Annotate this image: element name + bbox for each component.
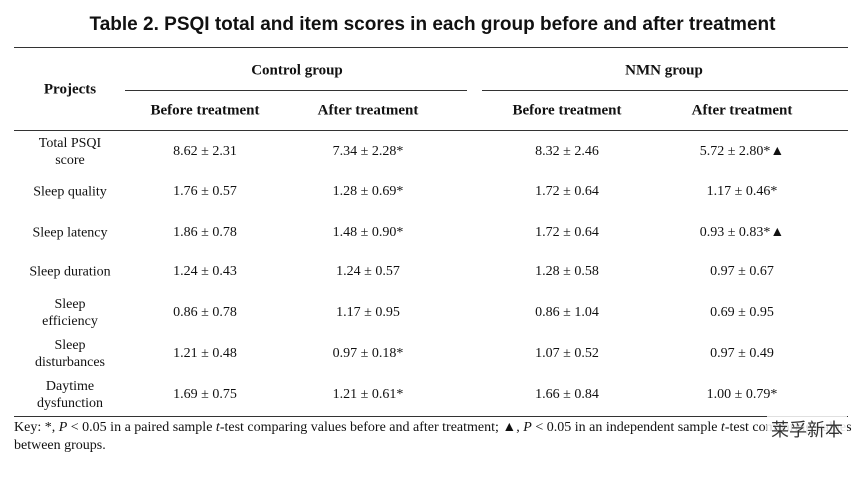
- row-label: Sleep latency: [32, 225, 108, 241]
- table-cell: 1.76 ± 0.57: [173, 184, 237, 199]
- row-label: Sleep efficiency: [42, 297, 98, 329]
- header-rule: [14, 130, 848, 131]
- bottom-rule: [14, 416, 848, 417]
- table-cell: 1.21 ± 0.61*: [332, 387, 404, 402]
- table-cell: 0.86 ± 1.04: [535, 305, 599, 320]
- table-cell: 0.86 ± 0.78: [173, 305, 237, 320]
- table-cell: 1.66 ± 0.84: [535, 387, 599, 402]
- row-label: Sleep duration: [29, 264, 111, 280]
- table-cell: 0.97 ± 0.49: [710, 346, 774, 361]
- table-cell: 1.00 ± 0.79*: [706, 387, 778, 402]
- group-header: NMN group: [625, 62, 703, 79]
- table-cell: 7.34 ± 2.28*: [332, 144, 404, 159]
- key-italic: t: [720, 420, 725, 435]
- key-italic: P: [523, 420, 532, 435]
- key-text: < 0.05 in an independent sample: [531, 420, 721, 435]
- table-cell: 1.28 ± 0.69*: [332, 184, 404, 199]
- table-cell: 1.07 ± 0.52: [535, 346, 599, 361]
- table-cell: 1.17 ± 0.46*: [706, 184, 778, 199]
- table-cell: 8.62 ± 2.31: [173, 144, 237, 159]
- table-cell: 5.72 ± 2.80*▲: [699, 144, 785, 159]
- column-header: After treatment: [691, 102, 793, 119]
- table-cell: 1.72 ± 0.64: [535, 184, 599, 199]
- column-header: After treatment: [317, 102, 419, 119]
- table-cell: 1.69 ± 0.75: [173, 387, 237, 402]
- key-italic: P: [58, 420, 68, 435]
- key-italic: t: [215, 420, 220, 435]
- key-text: < 0.05 in a paired sample: [67, 420, 216, 435]
- row-header: Projects: [43, 81, 97, 98]
- key-text: -test comparing values before and after …: [219, 420, 524, 435]
- table-cell: 0.69 ± 0.95: [710, 305, 774, 320]
- group-header: Control group: [251, 62, 343, 79]
- table-cell: 8.32 ± 2.46: [535, 144, 599, 159]
- column-header: Before treatment: [512, 102, 622, 119]
- key-text: Key: *,: [14, 420, 59, 435]
- table-cell: 1.28 ± 0.58: [535, 264, 599, 279]
- row-label: Daytime dysfunction: [36, 379, 104, 411]
- row-label: Sleep disturbances: [35, 338, 105, 370]
- row-label: Total PSQI score: [38, 136, 102, 168]
- row-label: Sleep quality: [33, 184, 107, 200]
- group-rule: [482, 90, 848, 91]
- top-rule: [14, 47, 848, 48]
- group-rule: [125, 90, 467, 91]
- table-title: Table 2. PSQI total and item scores in e…: [89, 14, 776, 35]
- table-cell: 1.24 ± 0.57: [336, 264, 400, 279]
- table-cell: 1.86 ± 0.78: [173, 225, 237, 240]
- table-cell: 0.97 ± 0.18*: [332, 346, 404, 361]
- table-cell: 1.24 ± 0.43: [173, 264, 237, 279]
- table-cell: 1.21 ± 0.48: [173, 346, 237, 361]
- column-header: Before treatment: [150, 102, 260, 119]
- table-cell: 1.72 ± 0.64: [535, 225, 599, 240]
- table-cell: 0.97 ± 0.67: [710, 264, 774, 279]
- key-note: Key: *, P < 0.05 in a paired sample t-te…: [14, 419, 854, 455]
- watermark: 莱孚新本: [767, 416, 847, 442]
- table-cell: 1.17 ± 0.95: [336, 305, 400, 320]
- table-cell: 0.93 ± 0.83*▲: [699, 225, 785, 240]
- table-cell: 1.48 ± 0.90*: [332, 225, 404, 240]
